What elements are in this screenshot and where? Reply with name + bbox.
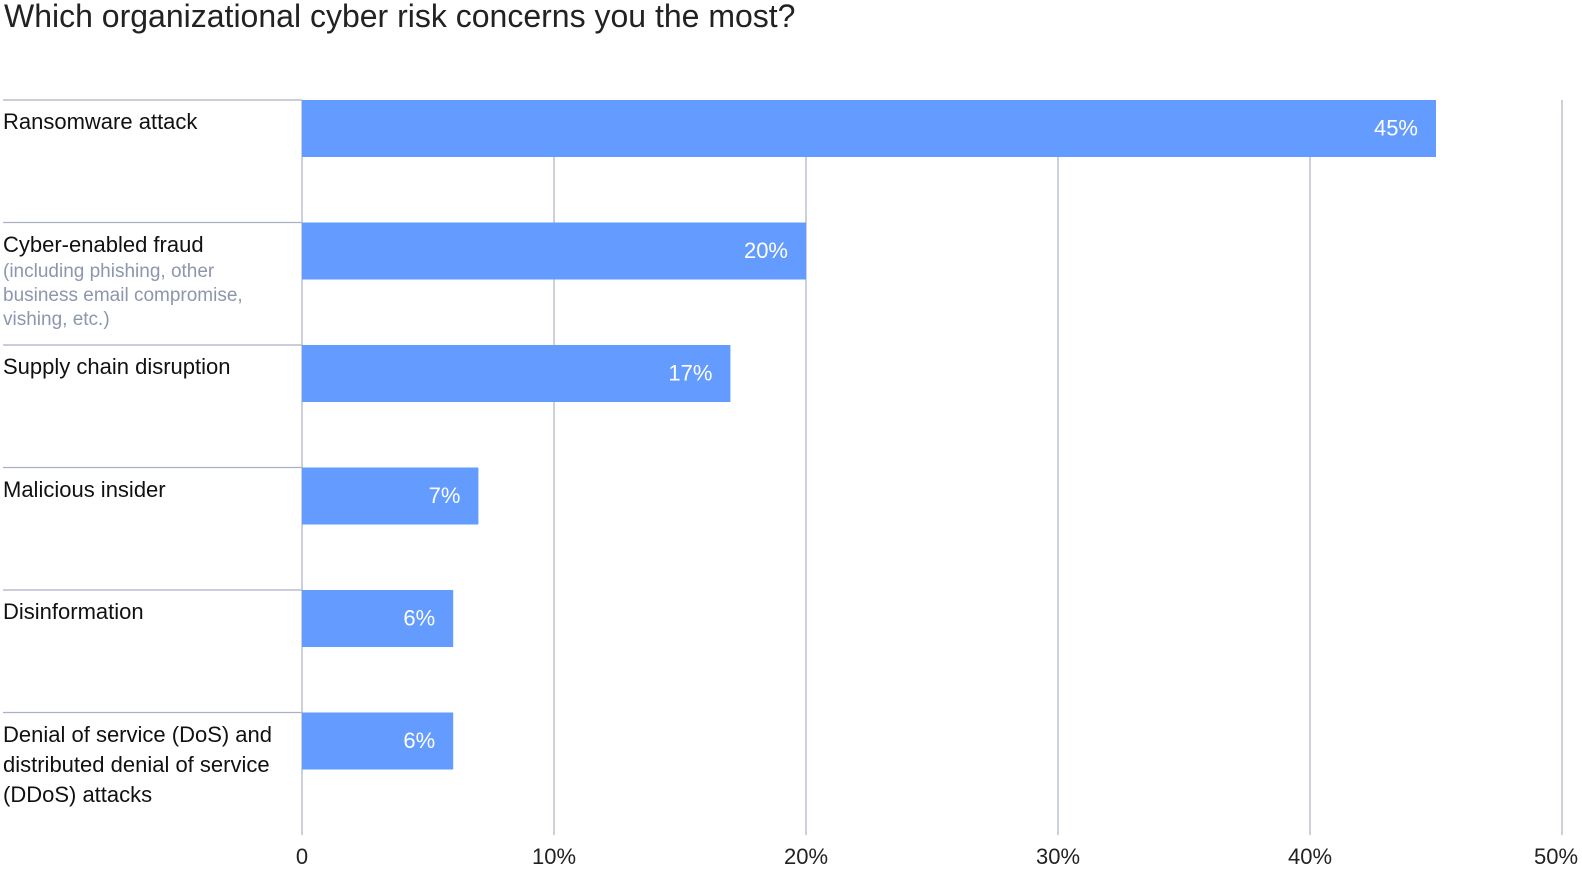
category-name: Ransomware attack bbox=[3, 109, 198, 134]
bar bbox=[302, 712, 454, 770]
category-name: Malicious insider bbox=[3, 476, 166, 502]
category-label: Supply chain disruption bbox=[3, 352, 293, 382]
value-label: 7% bbox=[429, 483, 461, 508]
category-name: Disinformation bbox=[3, 599, 144, 624]
category-name: Supply chain disruption bbox=[3, 354, 231, 379]
x-tick-label: 20% bbox=[784, 844, 828, 869]
category-label: Denial of service (DoS) and distributed … bbox=[3, 720, 293, 810]
bar bbox=[302, 590, 454, 647]
bar bbox=[302, 100, 1436, 157]
x-tick-label: 10% bbox=[532, 844, 576, 869]
grid bbox=[301, 100, 1563, 835]
category-name: Cyber-enabled fraud bbox=[3, 231, 204, 257]
chart-title: Which organizational cyber risk concerns… bbox=[4, 0, 796, 34]
bar bbox=[302, 467, 479, 525]
x-tick-label: 40% bbox=[1288, 844, 1332, 869]
bar bbox=[302, 345, 731, 402]
category-detail: (including phishing, other business emai… bbox=[3, 260, 243, 330]
category-label: Disinformation bbox=[3, 597, 293, 627]
category-label: Cyber-enabled fraud (including phishing, … bbox=[3, 230, 293, 332]
value-label: 6% bbox=[403, 728, 435, 753]
category-label: Malicious insider bbox=[3, 475, 293, 505]
value-label: 45% bbox=[1374, 115, 1418, 140]
x-tick-label: 0 bbox=[296, 844, 308, 869]
category-name: Denial of service (DoS) and distributed … bbox=[3, 721, 273, 807]
value-label: 17% bbox=[668, 360, 712, 385]
category-label: Ransomware attack bbox=[3, 107, 293, 137]
x-tick-label: 30% bbox=[1036, 844, 1080, 869]
value-label: 20% bbox=[744, 238, 788, 263]
x-tick-label: 50% bbox=[1534, 844, 1578, 869]
value-label: 6% bbox=[403, 605, 435, 630]
bar bbox=[302, 222, 806, 280]
